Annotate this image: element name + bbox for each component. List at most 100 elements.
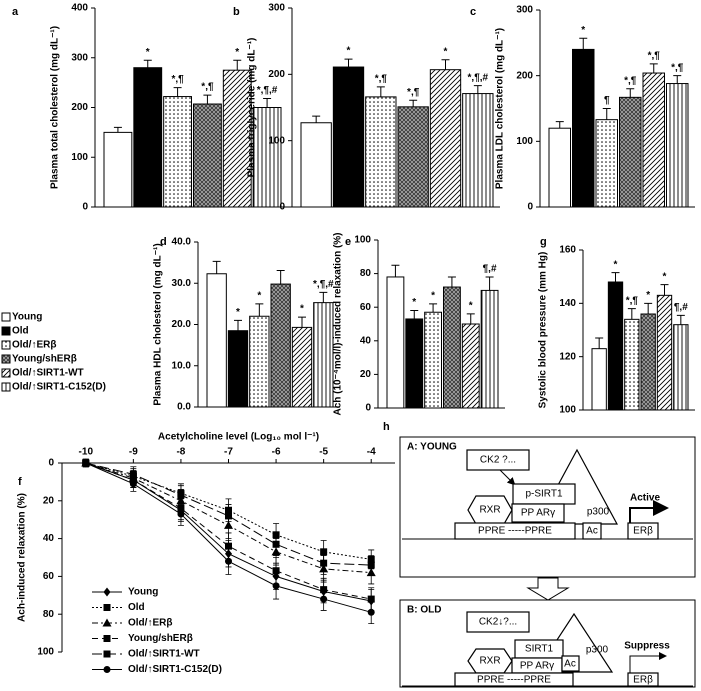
y-tick-label: 200 [516,70,533,81]
marker [272,582,280,590]
x-tick-label: -4 [367,447,376,458]
marker [177,510,185,518]
bar [332,66,365,208]
bar [386,276,405,409]
error-bar [410,310,419,319]
node-label: p300 [587,507,610,518]
bar [313,302,334,408]
legend-label: Young/shERβ [128,633,193,644]
bar [640,313,656,411]
legend-marker [102,618,112,627]
y-axis-label: Plasma HDL cholesterol (mg dL⁻¹) [153,243,164,405]
annotation: *,¶,# [468,72,489,83]
y-tick-label: 80 [43,609,55,620]
legend-label: Old/↑ERβ [128,618,172,629]
annotation: *,¶,# [257,85,278,96]
annotation: *,¶ [171,74,184,85]
y-tick-label: 20 [43,495,55,506]
node-label: RXR [479,505,500,516]
legend-label: Old/↑SIRT1-WT [12,368,84,379]
legend-label: Old/↑SIRT1-WT [128,649,200,660]
error-bar [676,314,685,325]
node-label: RXR [479,656,500,667]
annotation: *,¶ [671,62,684,73]
legend-swatch [1,354,11,364]
marker [272,540,280,548]
marker [367,608,375,616]
x-tick-label: -6 [272,447,281,458]
bar [673,324,689,411]
annotation: * [347,46,351,57]
error-bar [447,276,456,288]
marker [82,459,90,467]
x-axis-label: Acetylcholine level (Log₁₀ mol l⁻¹) [158,432,319,443]
marker [129,480,137,488]
node [511,503,565,523]
annotation: *,¶ [201,82,214,93]
y-tick-label: 100 [354,235,371,246]
x-tick-label: -10 [79,447,94,458]
bar [443,286,461,409]
bar [624,318,640,411]
legend-swatch [1,368,11,378]
annotation: ¶,# [674,302,688,313]
y-tick-label: 20.0 [172,319,192,330]
panel-label: g [540,236,547,248]
legend-swatch [1,340,11,350]
error-bar [113,126,122,133]
error-bar [298,316,306,328]
annotation: * [431,290,435,301]
y-tick-label: 100 [268,135,285,146]
arrow [629,652,667,673]
bar [548,127,571,208]
error-bar [276,269,285,285]
y-tick-label: 100 [71,152,88,163]
x-tick-label: -7 [224,447,233,458]
y-axis-label: Plasma LDL cholesterol (mg dL⁻¹) [495,28,506,189]
y-tick-label: 200 [71,102,88,113]
node [466,611,530,633]
node [627,522,659,540]
node-label: PPRE -----PPRE [478,526,552,537]
y-tick-label: 300 [516,5,533,16]
bar [133,67,163,208]
bar [270,283,291,408]
node [454,522,576,540]
error-bar [319,291,328,303]
y-tick-label: 300 [71,52,88,63]
marker [225,557,232,565]
node-label: CK2 ?... [480,455,516,466]
node-label: Ac [564,659,576,670]
y-tick-label: 10.0 [172,360,192,371]
panel-label: d [160,236,167,248]
error-bar [376,86,385,97]
bar [397,106,429,208]
bar [193,103,222,208]
error-bar [595,337,604,349]
bar [666,83,689,208]
annotation: *,¶,# [313,279,334,290]
bar [252,107,282,208]
y-axis-label: Plasma total cholesterol (mg dL⁻¹) [50,26,61,189]
diagram: h A: YOUNG CK2 ?... p300 p-SIRT1 RXR PP … [383,421,696,688]
marker [129,470,137,478]
node-label: PPRE -----PPRE [477,675,551,686]
error-bar [312,115,321,123]
y-axis-label: Ach (10⁻⁴mol/l)-induced relaxation (%) [333,232,344,415]
error-bar [441,59,450,70]
panel-label: e [345,236,351,248]
error-bar [203,94,212,105]
bar [163,96,193,208]
x-tick-label: -9 [129,447,138,458]
error-bar [673,75,682,84]
y-tick-label: 120 [559,351,576,362]
node-label: SIRT1 [525,644,554,655]
error-bar [466,313,475,324]
legend-marker [103,604,111,611]
error-bar [555,121,564,129]
node [561,655,580,672]
legend-swatch [1,382,11,392]
y-tick-label: 0 [82,202,88,213]
node-label: Active [630,493,660,504]
bar [405,318,424,409]
